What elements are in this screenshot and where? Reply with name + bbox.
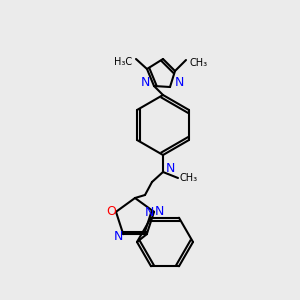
Text: CH₃: CH₃ [180,173,198,183]
Text: O: O [106,205,116,218]
Text: CH₃: CH₃ [190,58,208,68]
Text: N: N [141,76,150,88]
Text: N: N [154,205,164,218]
Text: N: N [166,163,175,176]
Text: N: N [175,76,184,89]
Text: H₃C: H₃C [114,57,132,67]
Text: N: N [144,206,154,219]
Text: N: N [114,230,123,243]
